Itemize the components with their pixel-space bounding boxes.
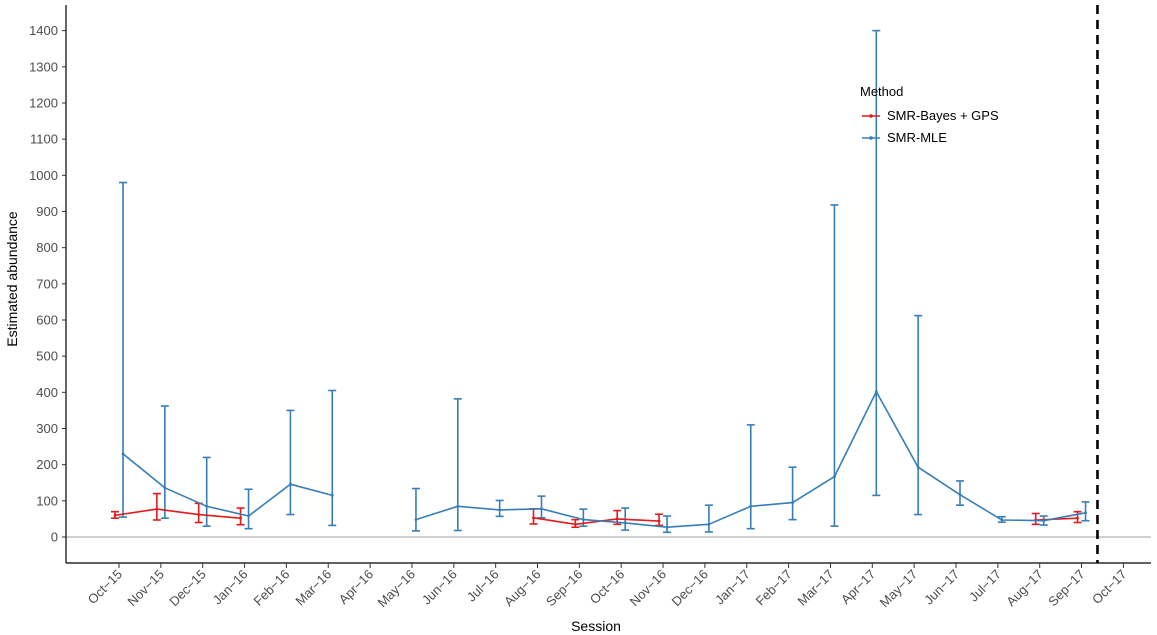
x-tick-label: Sep−17 — [1045, 567, 1088, 610]
point-bayes — [657, 519, 661, 523]
point-mle — [791, 501, 794, 505]
x-tick-label: Oct−15 — [85, 567, 126, 608]
x-tick-label: May−16 — [374, 567, 418, 611]
x-tick-label: Nov−16 — [627, 567, 670, 610]
x-tick-label: Jan−17 — [712, 567, 753, 608]
legend-item-bayes: SMR-Bayes + GPS — [862, 108, 999, 123]
point-mle — [833, 475, 836, 478]
series-line-bayes — [114, 508, 241, 519]
x-tick-label: Jun−16 — [419, 567, 460, 608]
point-mle — [707, 522, 711, 526]
y-tick-label: 100 — [36, 493, 58, 508]
point-mle — [121, 452, 125, 456]
y-tick-label: 800 — [36, 240, 58, 255]
point-mle — [540, 507, 543, 511]
x-tick-label: Nov−15 — [124, 567, 167, 610]
y-tick-label: 1200 — [29, 95, 58, 110]
axes-layer — [65, 5, 1151, 564]
y-tick-label: 1400 — [29, 23, 58, 38]
point-mle — [1084, 511, 1087, 515]
point-mle — [1042, 519, 1046, 523]
x-tick-label: Mar−17 — [795, 567, 837, 609]
legend: Method SMR-Bayes + GPS SMR-MLE — [860, 84, 999, 145]
legend-title: Method — [860, 84, 903, 99]
y-tick-label: 400 — [36, 385, 58, 400]
point-bayes — [615, 517, 619, 521]
x-tick-label: Apr−16 — [336, 567, 377, 608]
x-tick-label: Jan−16 — [210, 567, 251, 608]
x-tick-label: Feb−17 — [753, 567, 795, 609]
x-tick-label: Apr−17 — [838, 567, 879, 608]
x-tick-label: Oct−16 — [587, 567, 628, 608]
y-axis-title: Estimated abundance — [4, 211, 20, 347]
x-tick-label: Oct−17 — [1089, 567, 1130, 608]
x-tick-layer: Oct−15 Nov−15 Dec−15 Jan−16 Feb−16 Mar−16 Apr−… — [85, 563, 1130, 610]
point-bayes — [573, 522, 577, 526]
y-tick-label: 0 — [51, 530, 58, 545]
point-mle — [958, 493, 962, 497]
y-tick-label: 700 — [36, 276, 58, 291]
legend-key-dot-bayes — [869, 114, 873, 118]
point-mle — [874, 390, 878, 393]
series-line-mle — [122, 453, 333, 517]
legend-label-bayes: SMR-Bayes + GPS — [887, 108, 999, 123]
point-bayes — [239, 516, 242, 520]
point-mle — [330, 494, 334, 497]
legend-item-mle: SMR-MLE — [862, 130, 947, 145]
point-bayes — [197, 513, 201, 516]
errorbar-layer — [111, 29, 1090, 534]
x-tick-label: Feb−16 — [250, 567, 292, 609]
point-bayes — [155, 507, 159, 511]
point-bayes — [113, 513, 117, 517]
x-tick-label: Mar−16 — [292, 567, 334, 609]
point-mle — [414, 518, 418, 522]
point-mle — [1000, 518, 1004, 522]
y-tick-label: 300 — [36, 421, 58, 436]
x-tick-label: May−17 — [877, 567, 921, 611]
point-mle — [749, 504, 753, 508]
x-tick-label: Sep−16 — [543, 567, 586, 610]
legend-label-mle: SMR-MLE — [887, 130, 947, 145]
y-tick-label: 600 — [36, 312, 58, 327]
x-tick-label: Dec−15 — [166, 567, 209, 610]
point-mle — [205, 504, 209, 508]
point-mle — [289, 482, 292, 486]
x-tick-label: Aug−17 — [1003, 567, 1046, 610]
legend-key-dot-mle — [869, 136, 873, 140]
point-mle — [247, 514, 250, 518]
point-mle — [623, 521, 627, 525]
y-tick-label: 1100 — [30, 132, 58, 147]
y-tick-label: 1300 — [29, 59, 58, 74]
point-mle — [163, 486, 167, 490]
series-line-layer — [113, 390, 1087, 529]
y-tick-layer: 0 100 200 300 400 500 600 700 800 900 1000 1100 1200… — [29, 23, 66, 545]
y-tick-label: 900 — [36, 204, 58, 219]
point-bayes — [532, 516, 535, 520]
series-line-bayes — [1035, 517, 1078, 521]
y-tick-label: 200 — [36, 457, 58, 472]
x-tick-label: Dec−16 — [668, 567, 711, 610]
x-tick-label: Jun−17 — [921, 567, 962, 608]
x-tick-label: Jul−16 — [464, 567, 502, 605]
y-tick-label: 1000 — [29, 168, 58, 183]
x-tick-label: Jul−17 — [966, 567, 1004, 605]
series-line-bayes — [533, 517, 660, 526]
point-mle — [456, 504, 460, 508]
point-mle — [665, 525, 669, 529]
point-bayes — [1076, 516, 1079, 520]
point-mle — [581, 518, 585, 522]
point-mle — [916, 465, 920, 469]
x-axis-title: Session — [571, 618, 621, 634]
y-tick-label: 500 — [36, 349, 58, 364]
point-mle — [498, 508, 502, 512]
x-tick-label: Aug−16 — [501, 567, 544, 610]
